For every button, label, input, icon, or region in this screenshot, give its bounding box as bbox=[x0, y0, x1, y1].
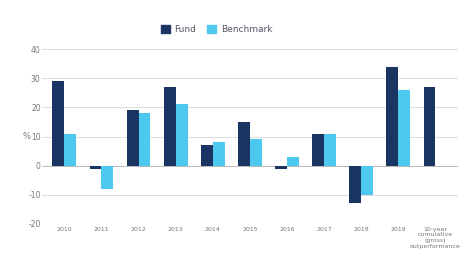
Bar bbox=[424, 87, 435, 166]
Bar bbox=[287, 157, 299, 166]
Y-axis label: %: % bbox=[23, 132, 31, 141]
Bar bbox=[90, 166, 101, 168]
Bar bbox=[250, 140, 262, 166]
Bar bbox=[312, 133, 324, 166]
Bar bbox=[201, 145, 213, 166]
Bar bbox=[349, 166, 361, 203]
Bar bbox=[275, 166, 287, 168]
Bar bbox=[127, 110, 139, 166]
Bar bbox=[361, 166, 373, 195]
Bar bbox=[176, 105, 188, 166]
Bar bbox=[238, 122, 250, 166]
Bar bbox=[398, 90, 410, 166]
Bar bbox=[324, 133, 336, 166]
Bar bbox=[64, 133, 76, 166]
Bar bbox=[386, 67, 398, 166]
Legend: Fund, Benchmark: Fund, Benchmark bbox=[157, 21, 276, 38]
Bar bbox=[213, 142, 225, 166]
Bar bbox=[101, 166, 113, 189]
Bar bbox=[164, 87, 176, 166]
Bar bbox=[52, 81, 64, 166]
Bar bbox=[139, 113, 150, 166]
